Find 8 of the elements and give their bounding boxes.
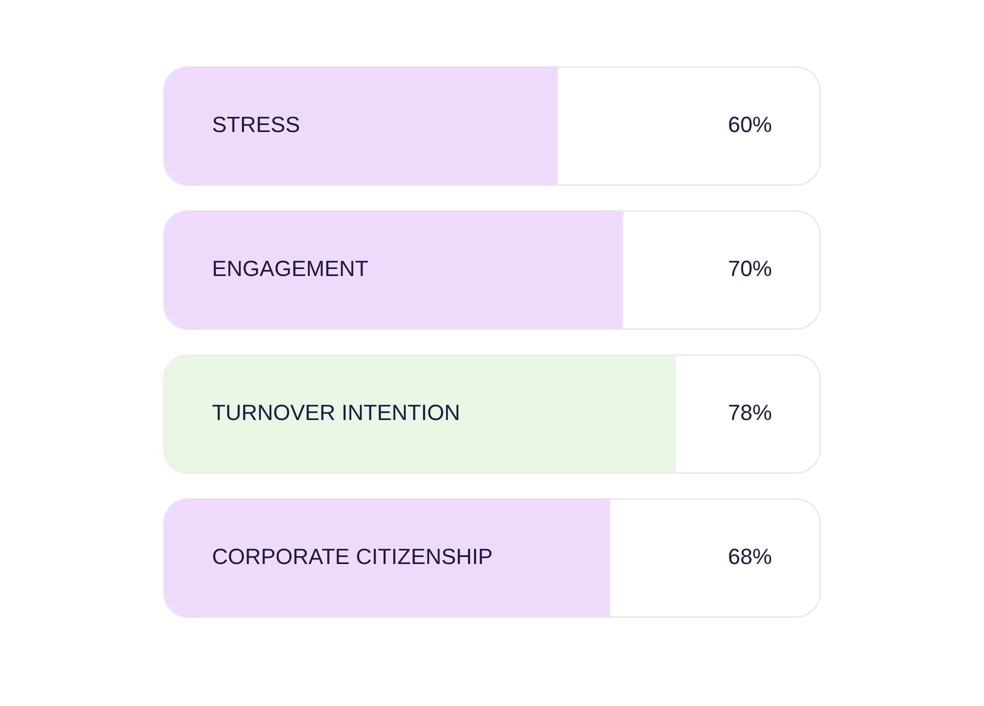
y-tick-label: ENGAGEMENT bbox=[212, 256, 368, 282]
data-label: 78% bbox=[728, 400, 772, 426]
y-tick-label: STRESS bbox=[212, 112, 300, 138]
y-tick-label: CORPORATE CITIZENSHIP bbox=[212, 544, 493, 570]
y-tick-label: TURNOVER INTENTION bbox=[212, 400, 460, 426]
data-label: 70% bbox=[728, 256, 772, 282]
data-label: 60% bbox=[728, 112, 772, 138]
data-label: 68% bbox=[728, 544, 772, 570]
